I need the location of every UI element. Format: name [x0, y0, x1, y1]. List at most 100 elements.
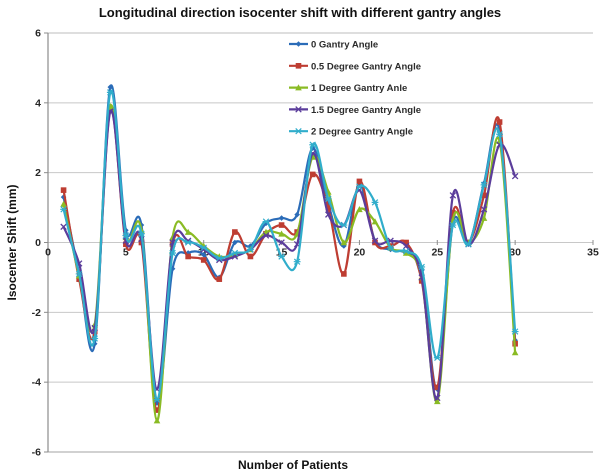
marker-star: [184, 239, 192, 246]
marker-star: [356, 183, 363, 190]
x-tick-label: 25: [431, 247, 443, 259]
marker-star: [480, 181, 488, 189]
chart-title: Longitudinal direction isocenter shift w…: [99, 5, 501, 20]
marker-x: [278, 239, 285, 246]
marker-star: [60, 206, 67, 213]
marker-triangle: [433, 398, 441, 405]
marker-star: [169, 249, 176, 257]
marker-star: [340, 221, 348, 229]
marker-diamond: [138, 222, 145, 228]
marker-diamond: [278, 215, 285, 221]
marker-diamond: [356, 182, 363, 188]
marker-x: [325, 211, 332, 218]
marker-x: [434, 394, 441, 402]
y-tick-label: 6: [35, 28, 41, 40]
marker-square: [60, 187, 67, 193]
marker-star: [200, 244, 208, 251]
marker-square: [496, 119, 503, 125]
marker-x: [371, 237, 379, 245]
marker-square: [247, 253, 254, 260]
marker-star: [465, 241, 472, 248]
marker-diamond: [294, 211, 300, 218]
x-tick-label: 20: [354, 247, 366, 259]
series-line: [62, 109, 517, 401]
legend-label: 1 Degree Gantry Anle: [311, 83, 407, 94]
marker-triangle: [153, 417, 161, 424]
legend: 0 Gantry Angle 0.5 Degree Gantry Angle 1 D…: [289, 40, 421, 138]
legend-item: 1 Degree Gantry Anle: [289, 83, 407, 94]
marker-square: [325, 204, 332, 211]
marker-square: [154, 407, 160, 413]
marker-x: [295, 106, 302, 113]
marker-triangle: [60, 200, 67, 207]
marker-star: [138, 230, 145, 237]
y-tick-label: 0: [35, 237, 41, 249]
marker-triangle: [402, 249, 410, 256]
marker-star: [153, 396, 161, 403]
marker-star: [418, 263, 426, 271]
marker-diamond: [200, 251, 207, 258]
legend-item: 2 Degree Gantry Angle: [289, 127, 413, 138]
marker-square: [295, 63, 302, 69]
marker-star: [91, 335, 99, 342]
marker-star: [247, 246, 254, 253]
marker-square: [481, 192, 487, 199]
x-axis-title: Number of Patients: [238, 458, 348, 472]
plot-area: [60, 84, 519, 424]
series-star: [60, 89, 519, 403]
marker-square: [278, 222, 285, 228]
marker-square: [216, 276, 223, 282]
series-triangle: [60, 103, 519, 424]
marker-star: [231, 249, 239, 257]
marker-x: [449, 192, 457, 199]
marker-x: [511, 172, 519, 180]
marker-square: [434, 384, 441, 391]
y-tick-label: -6: [32, 447, 41, 459]
marker-star: [75, 270, 83, 278]
marker-star: [449, 221, 457, 229]
x-tick-label: 0: [45, 247, 51, 259]
marker-x: [402, 242, 410, 250]
marker-star: [309, 141, 317, 148]
marker-star: [387, 244, 394, 251]
marker-square: [309, 171, 316, 178]
legend-label: 0 Gantry Angle: [311, 40, 378, 51]
x-tick-label: 5: [123, 247, 129, 259]
marker-triangle: [184, 228, 192, 235]
marker-star: [324, 195, 332, 203]
marker-square: [185, 253, 191, 260]
marker-triangle: [356, 206, 363, 213]
marker-triangle: [371, 218, 379, 225]
marker-diamond: [169, 265, 176, 272]
y-axis-title: Isocenter Shift (mm): [5, 184, 19, 300]
marker-triangle: [340, 239, 348, 246]
marker-star: [402, 248, 410, 255]
legend-item: 0.5 Degree Gantry Angle: [289, 61, 421, 72]
marker-star: [496, 131, 503, 138]
marker-square: [450, 210, 456, 216]
marker-star: [433, 354, 441, 361]
marker-star: [215, 254, 223, 262]
marker-star: [262, 218, 270, 225]
marker-triangle: [278, 230, 285, 237]
y-tick-label: -2: [32, 307, 41, 319]
marker-star: [106, 89, 114, 96]
marker-square: [200, 257, 207, 263]
y-tick-label: 2: [35, 167, 41, 179]
marker-star: [293, 258, 301, 265]
marker-diamond: [232, 239, 238, 246]
legend-item: 1.5 Degree Gantry Angle: [289, 105, 421, 116]
marker-star: [511, 328, 519, 335]
marker-star: [122, 232, 130, 239]
marker-diamond: [295, 41, 302, 47]
marker-triangle: [295, 84, 302, 91]
x-tick-label: 15: [276, 247, 288, 259]
x-tick-label: 30: [509, 247, 521, 259]
legend-label: 2 Degree Gantry Angle: [311, 127, 413, 138]
marker-star: [278, 253, 285, 260]
legend-label: 1.5 Degree Gantry Angle: [311, 105, 421, 116]
y-tick-label: 4: [35, 97, 41, 109]
marker-triangle: [511, 349, 519, 356]
